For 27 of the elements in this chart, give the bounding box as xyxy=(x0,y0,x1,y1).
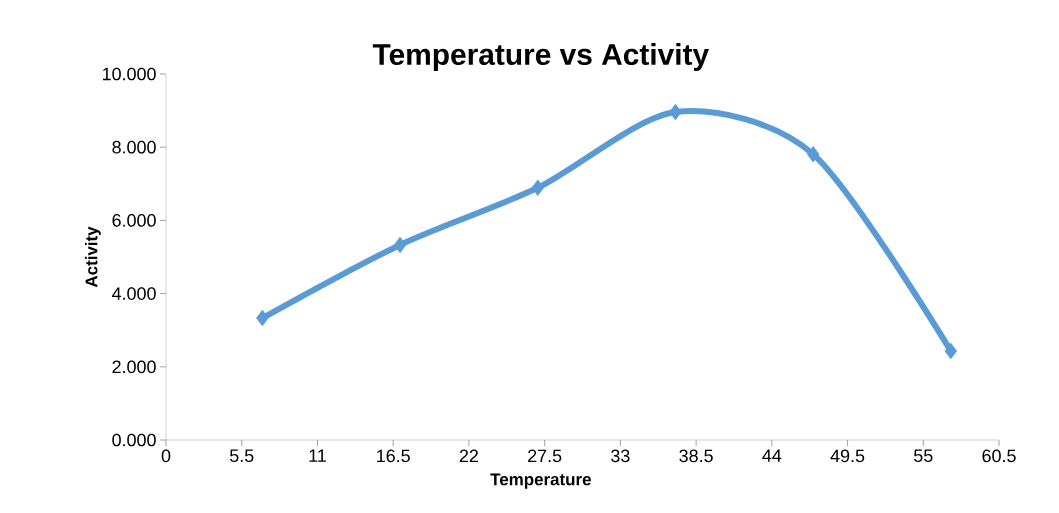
y-axis-title: Activity xyxy=(85,226,101,288)
x-tick-label: 55 xyxy=(914,449,933,463)
point xyxy=(669,103,682,121)
point xyxy=(256,309,269,327)
x-tick-label: 16.5 xyxy=(377,449,410,463)
x-tick-label: 27.5 xyxy=(528,449,562,463)
x-tick-label: 60.5 xyxy=(982,449,1016,463)
point xyxy=(806,145,820,163)
x-tick-label: 11 xyxy=(309,449,326,462)
x-tick-label: 0 xyxy=(161,449,171,463)
point xyxy=(944,342,958,360)
y-tick-label: 6.000 xyxy=(112,214,156,227)
x-tick-label: 49.5 xyxy=(830,449,865,463)
point xyxy=(531,179,545,197)
y-tick-label: 0.000 xyxy=(112,433,156,447)
y-tick-label: 2.000 xyxy=(112,360,156,374)
y-tick-label: 4.000 xyxy=(112,287,156,300)
y-tick-label: 8.000 xyxy=(112,140,156,154)
x-tick-label: 44 xyxy=(762,449,782,462)
x-tick-label: 22 xyxy=(459,449,478,463)
x-tick-label: 5.5 xyxy=(229,449,254,463)
point xyxy=(393,236,407,254)
x-tick-label: 38.5 xyxy=(679,449,713,463)
x-axis-title: Temperature xyxy=(490,473,591,489)
x-tick-label: 33 xyxy=(611,449,630,463)
y-tick-label: 10.000 xyxy=(102,67,156,81)
chart-title: Temperature vs Activity xyxy=(372,43,709,71)
